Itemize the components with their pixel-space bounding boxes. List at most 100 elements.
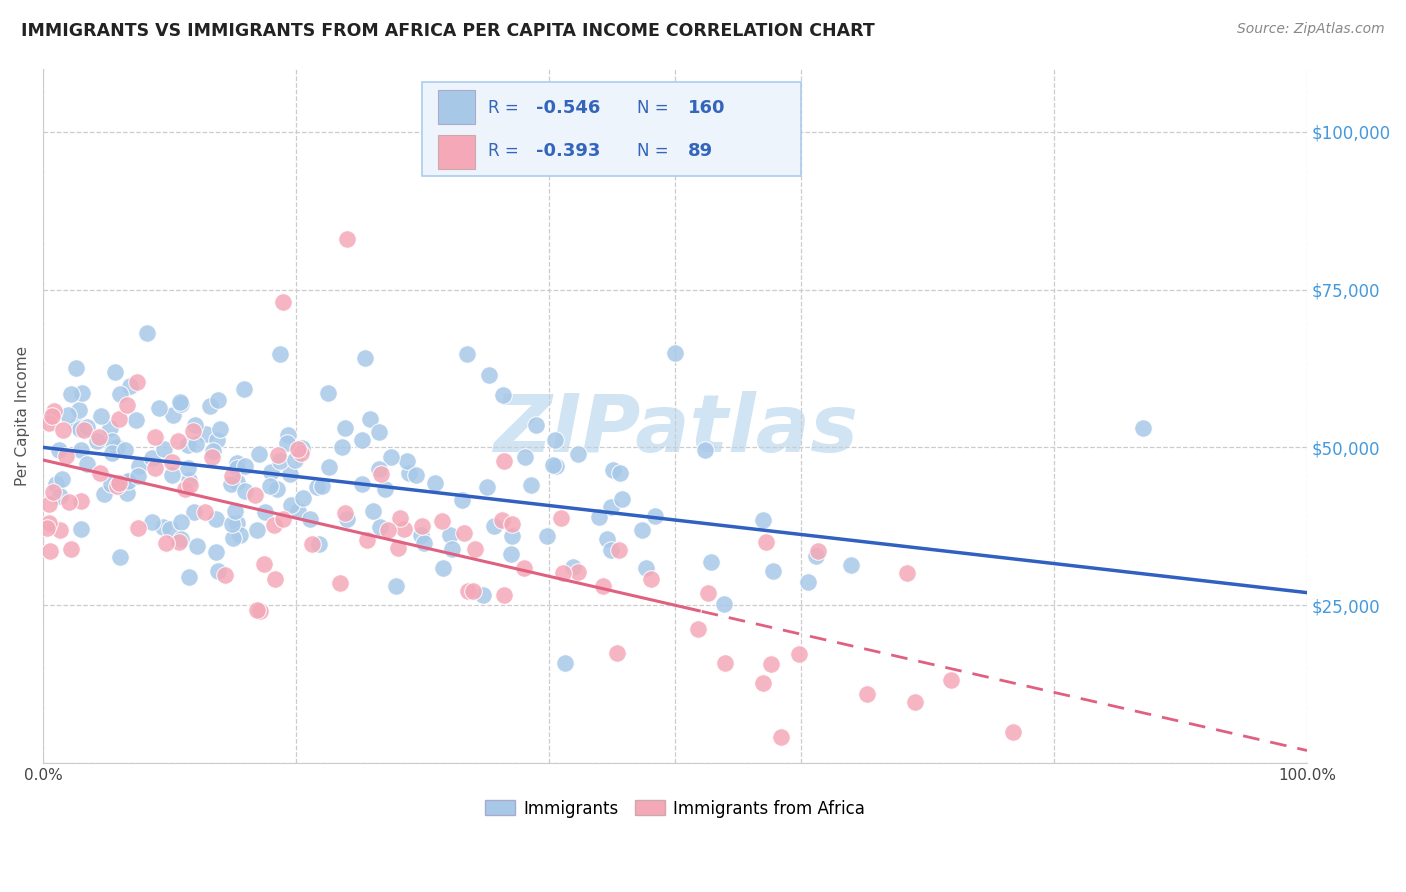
Text: IMMIGRANTS VS IMMIGRANTS FROM AFRICA PER CAPITA INCOME CORRELATION CHART: IMMIGRANTS VS IMMIGRANTS FROM AFRICA PER… xyxy=(21,22,875,40)
Point xyxy=(243,488,266,502)
Point xyxy=(374,482,396,496)
Point xyxy=(491,513,513,527)
Point xyxy=(177,461,200,475)
Point xyxy=(856,687,879,701)
Point xyxy=(451,492,474,507)
Point xyxy=(125,413,148,427)
Point xyxy=(501,516,523,531)
Point xyxy=(117,474,139,488)
Point xyxy=(162,454,184,468)
Point xyxy=(233,459,256,474)
Point xyxy=(69,522,91,536)
Point xyxy=(664,345,686,359)
Point xyxy=(273,295,295,310)
Point xyxy=(606,646,628,660)
Point xyxy=(247,447,270,461)
Point xyxy=(70,386,93,401)
Point xyxy=(93,486,115,500)
Point xyxy=(226,456,249,470)
Point xyxy=(38,497,60,511)
Point xyxy=(101,445,124,459)
Point xyxy=(48,443,70,458)
Point xyxy=(48,524,70,538)
Point xyxy=(394,522,416,536)
Text: -0.546: -0.546 xyxy=(536,99,600,117)
Point xyxy=(42,485,65,500)
Point xyxy=(128,458,150,473)
Point xyxy=(311,479,333,493)
Point xyxy=(335,512,357,526)
Point xyxy=(543,434,565,448)
Point xyxy=(484,519,506,533)
Point xyxy=(70,442,93,457)
Point xyxy=(128,469,150,483)
Point xyxy=(536,529,558,543)
Point xyxy=(696,586,718,600)
Point xyxy=(277,427,299,442)
FancyBboxPatch shape xyxy=(422,82,801,177)
Point xyxy=(179,570,201,584)
Point xyxy=(136,326,159,341)
Point xyxy=(770,730,793,744)
Point xyxy=(354,351,377,365)
Point xyxy=(471,588,494,602)
Point xyxy=(246,603,269,617)
Point xyxy=(166,434,188,448)
Point xyxy=(631,523,654,537)
Point xyxy=(179,478,201,492)
Point xyxy=(759,657,782,671)
Point xyxy=(246,523,269,537)
Point xyxy=(66,419,89,434)
Point xyxy=(221,517,243,532)
Point xyxy=(179,473,201,487)
Point xyxy=(388,510,411,524)
Point xyxy=(69,493,91,508)
Point xyxy=(101,434,124,448)
Point xyxy=(316,386,339,401)
Point xyxy=(292,491,315,505)
Point xyxy=(60,542,83,557)
Point xyxy=(453,526,475,541)
Point xyxy=(260,465,283,479)
Point xyxy=(41,409,63,424)
Point xyxy=(162,408,184,422)
Point xyxy=(755,534,778,549)
Point xyxy=(52,423,75,437)
Point xyxy=(38,416,60,430)
Point xyxy=(170,533,193,547)
Point xyxy=(308,537,330,551)
Point xyxy=(115,398,138,412)
Point xyxy=(377,523,399,537)
Point xyxy=(184,437,207,451)
Point xyxy=(233,382,256,396)
Point xyxy=(904,694,927,708)
Point xyxy=(37,521,59,535)
Point xyxy=(395,454,418,468)
Point xyxy=(89,467,111,481)
Point xyxy=(253,558,276,572)
Point xyxy=(266,448,288,462)
Point xyxy=(269,454,291,468)
Point xyxy=(105,440,128,454)
Point xyxy=(90,409,112,423)
Bar xyxy=(437,136,475,169)
Point xyxy=(259,478,281,492)
Point xyxy=(700,555,723,569)
Point xyxy=(350,476,373,491)
Point xyxy=(423,476,446,491)
Point xyxy=(461,583,484,598)
Point xyxy=(370,467,392,482)
Point xyxy=(141,515,163,529)
Point xyxy=(170,397,193,411)
Point xyxy=(441,541,464,556)
Point xyxy=(125,376,148,390)
Point xyxy=(221,469,243,483)
Point xyxy=(222,531,245,545)
Point xyxy=(155,536,177,550)
Point xyxy=(269,346,291,360)
Point xyxy=(173,482,195,496)
Point xyxy=(141,451,163,466)
Point xyxy=(152,519,174,533)
Point xyxy=(58,494,80,508)
Point xyxy=(512,561,534,575)
